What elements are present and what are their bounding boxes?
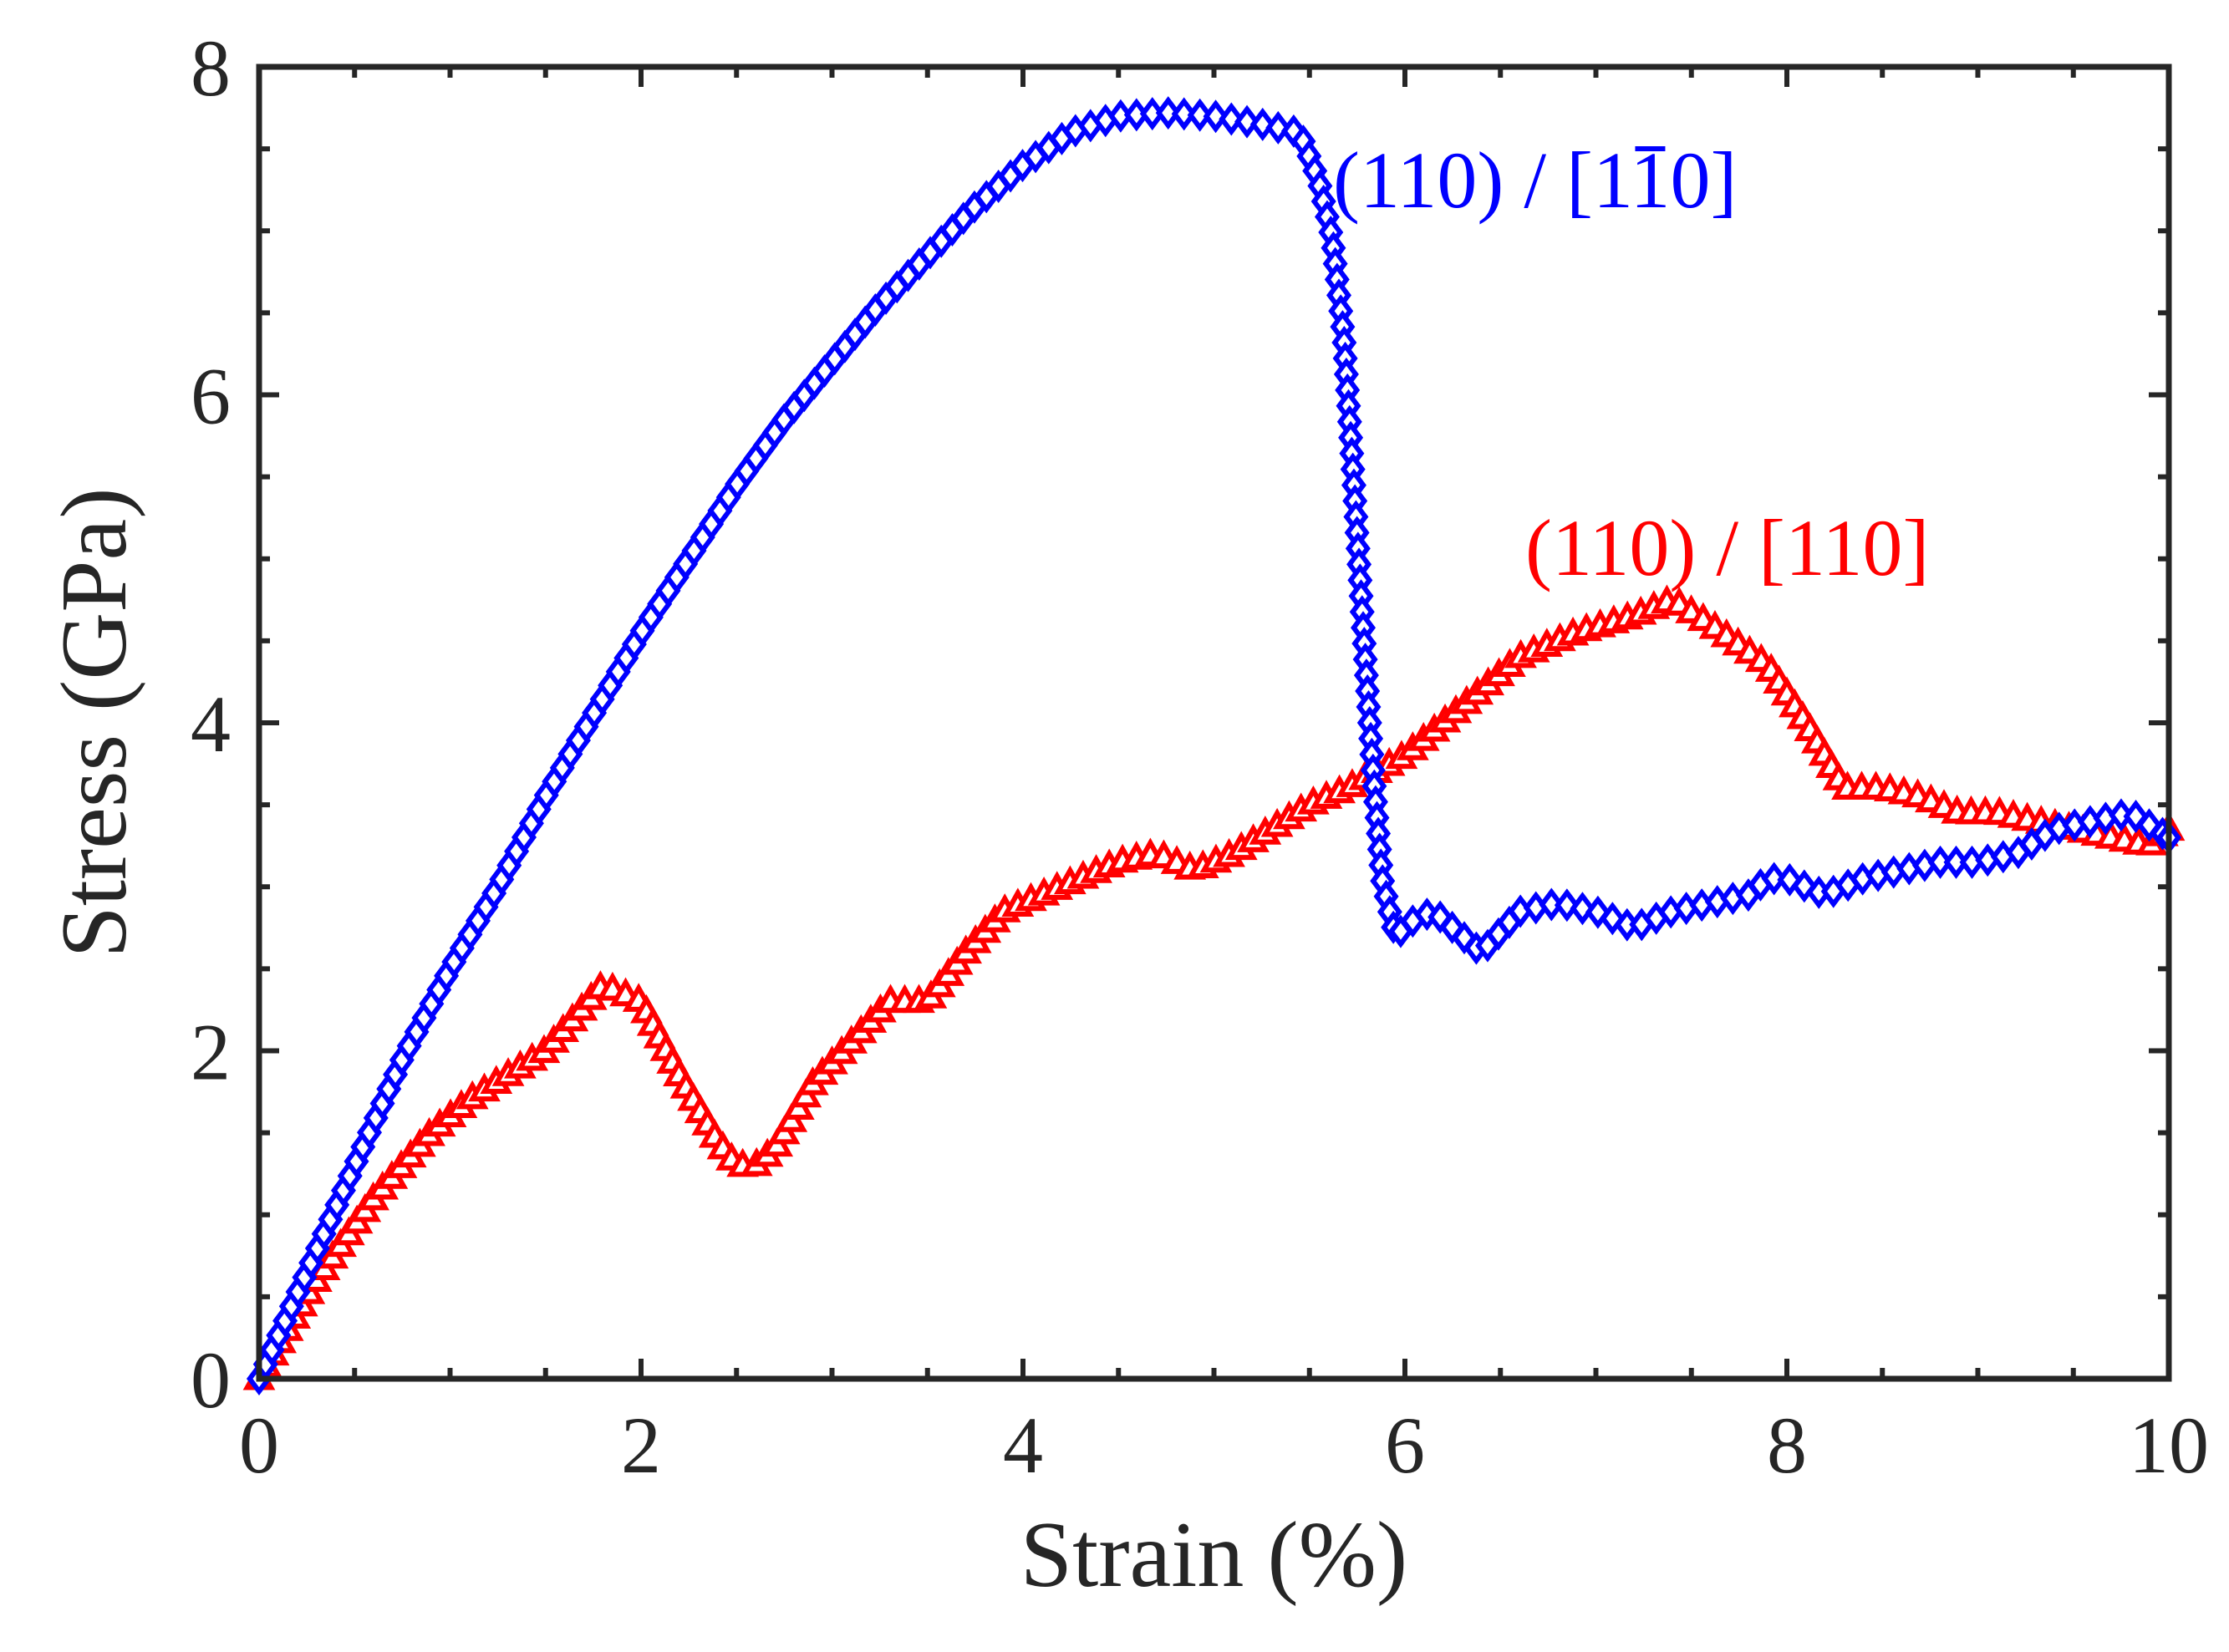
data-point — [1570, 892, 1595, 926]
label-part: 0] — [1670, 135, 1737, 225]
data-point — [1554, 888, 1580, 923]
data-point — [1265, 110, 1291, 145]
y-axis-title: Stress (GPa) — [43, 487, 146, 958]
data-point — [1187, 98, 1213, 132]
series-110-110 — [242, 584, 2186, 1390]
data-point — [1943, 845, 1969, 879]
data-point — [1761, 862, 1787, 896]
data-point — [1219, 102, 1244, 136]
x-tick-label: 6 — [1385, 1400, 1425, 1490]
data-point — [1927, 845, 1953, 879]
tick-layer — [257, 64, 2171, 1381]
x-tick-label: 0 — [239, 1400, 279, 1490]
x-axis-title: Strain (%) — [1020, 1503, 1407, 1607]
x-tick-label: 10 — [2129, 1400, 2209, 1490]
y-tick-label: 0 — [191, 1335, 231, 1425]
y-tick-label: 8 — [191, 23, 231, 113]
label-layer: 0 2 4 6 8 10 0 2 4 6 8 Strain (%) Stress (GPa) (110) … — [43, 23, 2209, 1607]
y-tick-label: 6 — [191, 352, 231, 441]
series-110-1bar10 — [247, 96, 2181, 1395]
series-layer — [242, 96, 2186, 1395]
data-point — [1539, 887, 1565, 922]
data-point — [1171, 97, 1197, 131]
data-point — [1234, 104, 1260, 139]
x-tick-label: 8 — [1767, 1400, 1807, 1490]
y-tick-label: 2 — [191, 1008, 231, 1097]
data-point — [1203, 99, 1229, 134]
label-part: (110) / [1 — [1333, 135, 1630, 225]
x-tick-label: 4 — [1003, 1400, 1043, 1490]
data-point — [1249, 107, 1275, 141]
series-label-110-1bar10: (110) / [110] — [1333, 135, 1737, 225]
y-tick-label: 4 — [191, 679, 231, 769]
x-tick-label: 2 — [621, 1400, 661, 1490]
series-label-110-110: (110) / [110] — [1525, 503, 1929, 592]
data-point — [1155, 96, 1181, 130]
